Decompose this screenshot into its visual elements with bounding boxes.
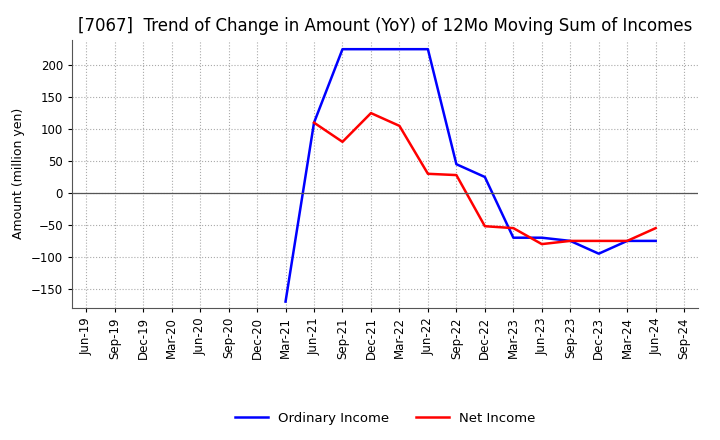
Ordinary Income bbox=[423, 47, 432, 52]
Net Income bbox=[566, 238, 575, 244]
Ordinary Income bbox=[509, 235, 518, 240]
Line: Net Income: Net Income bbox=[314, 113, 656, 244]
Ordinary Income bbox=[652, 238, 660, 244]
Ordinary Income bbox=[480, 174, 489, 180]
Line: Ordinary Income: Ordinary Income bbox=[286, 49, 656, 301]
Net Income bbox=[480, 224, 489, 229]
Net Income bbox=[509, 225, 518, 231]
Net Income bbox=[310, 120, 318, 125]
Net Income bbox=[452, 172, 461, 178]
Net Income bbox=[423, 171, 432, 176]
Ordinary Income bbox=[566, 238, 575, 244]
Ordinary Income bbox=[452, 161, 461, 167]
Net Income bbox=[366, 110, 375, 116]
Net Income bbox=[537, 242, 546, 247]
Ordinary Income bbox=[366, 47, 375, 52]
Y-axis label: Amount (million yen): Amount (million yen) bbox=[12, 108, 25, 239]
Ordinary Income bbox=[338, 47, 347, 52]
Ordinary Income bbox=[310, 120, 318, 125]
Ordinary Income bbox=[595, 251, 603, 257]
Net Income bbox=[623, 238, 631, 244]
Ordinary Income bbox=[537, 235, 546, 240]
Ordinary Income bbox=[395, 47, 404, 52]
Ordinary Income bbox=[623, 238, 631, 244]
Title: [7067]  Trend of Change in Amount (YoY) of 12Mo Moving Sum of Incomes: [7067] Trend of Change in Amount (YoY) o… bbox=[78, 17, 693, 35]
Net Income bbox=[395, 123, 404, 128]
Ordinary Income bbox=[282, 299, 290, 304]
Legend: Ordinary Income, Net Income: Ordinary Income, Net Income bbox=[230, 407, 541, 430]
Net Income bbox=[338, 139, 347, 144]
Net Income bbox=[652, 225, 660, 231]
Net Income bbox=[595, 238, 603, 244]
